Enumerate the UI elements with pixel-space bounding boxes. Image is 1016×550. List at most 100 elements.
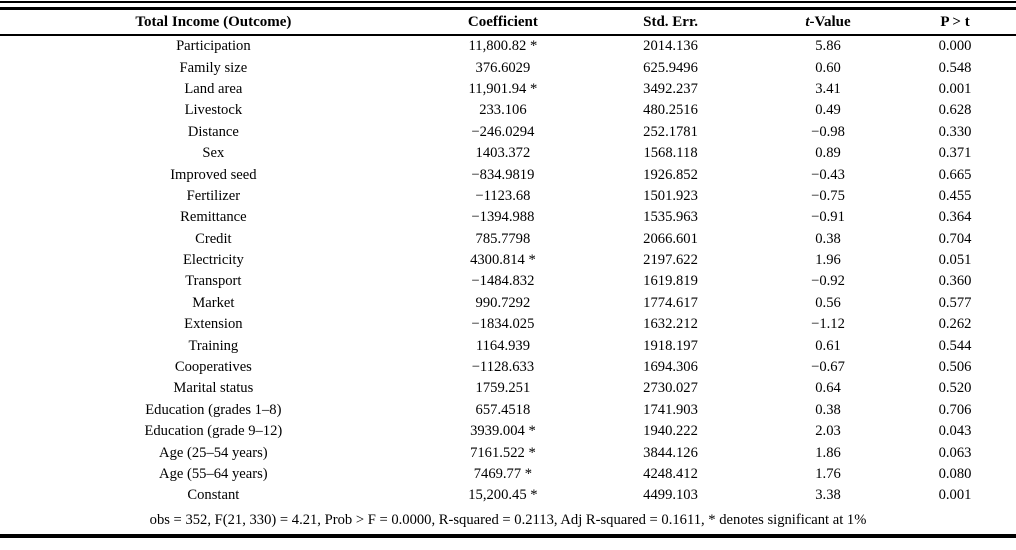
cell-label: Improved seed [170, 166, 257, 183]
cell-coefficient: −246.0294 [471, 123, 535, 140]
table-row: Livestock 233.106 480.2516 0.49 0.628 [0, 100, 1016, 121]
cell-p-value: 0.000 [938, 38, 972, 55]
cell-label: Family size [179, 59, 248, 76]
cell-label: Fertilizer [186, 187, 241, 204]
cell-label: Remittance [180, 209, 247, 226]
table-row: Electricity 4300.814 * 2197.622 1.96 0.051 [0, 250, 1016, 271]
cell-std-err: 1535.963 [643, 209, 698, 226]
header-row: Total Income (Outcome) Coefficient Std. … [0, 8, 1016, 36]
cell-coefficient: 1164.939 [475, 337, 530, 354]
cell-label: Land area [184, 80, 243, 97]
column-header-p-value: P > t [894, 8, 1016, 36]
cell-t-value: −1.12 [811, 316, 845, 333]
cell-std-err: 4248.412 [643, 466, 698, 482]
cell-std-err: 1632.212 [643, 316, 698, 333]
table-row: Family size 376.6029 625.9496 0.60 0.548 [0, 57, 1016, 78]
cell-coefficient: −1123.68 [475, 187, 531, 204]
cell-t-value: −0.92 [811, 273, 845, 290]
cell-label: Age (55–64 years) [159, 466, 268, 482]
cell-t-value: 1.76 [815, 466, 841, 482]
cell-p-value: 0.330 [938, 123, 972, 140]
table-row: Cooperatives −1128.633 1694.306 −0.67 0.506 [0, 357, 1016, 378]
cell-label: Sex [202, 145, 225, 162]
cell-p-value: 0.704 [938, 230, 972, 247]
table-row: Age (55–64 years) 7469.77 * 4248.412 1.76 0.… [0, 464, 1016, 485]
table-row: Land area 11,901.94 * 3492.237 3.41 0.001 [0, 79, 1016, 100]
cell-std-err: 480.2516 [643, 102, 698, 119]
cell-coefficient: 11,800.82 * [468, 38, 538, 55]
cell-label: Education (grades 1–8) [145, 401, 282, 418]
cell-t-value: 0.38 [815, 230, 841, 247]
cell-p-value: 0.577 [938, 294, 972, 311]
cell-coefficient: −1834.025 [471, 316, 535, 333]
column-header-t-value: t-Value [761, 8, 895, 36]
table-row: Transport −1484.832 1619.819 −0.92 0.360 [0, 271, 1016, 292]
table-row: Extension −1834.025 1632.212 −1.12 0.262 [0, 314, 1016, 335]
table-row: Age (25–54 years) 7161.522 * 3844.126 1.86 0… [0, 442, 1016, 463]
cell-coefficient: 7161.522 * [470, 444, 536, 461]
cell-coefficient: 15,200.45 * [468, 487, 538, 504]
t-value-italic-part: t [805, 13, 810, 30]
cell-std-err: 1926.852 [643, 166, 698, 183]
cell-p-value: 0.001 [938, 487, 972, 504]
cell-p-value: 0.262 [938, 316, 972, 333]
cell-label: Extension [184, 316, 243, 333]
cell-coefficient: 657.4518 [475, 401, 531, 418]
cell-t-value: 3.41 [815, 80, 841, 97]
table-row: Market 990.7292 1774.617 0.56 0.577 [0, 293, 1016, 314]
table-row: Training 1164.939 1918.197 0.61 0.544 [0, 335, 1016, 356]
cell-coefficient: 233.106 [479, 102, 527, 119]
cell-p-value: 0.063 [938, 444, 972, 461]
cell-coefficient: −1484.832 [471, 273, 535, 290]
cell-t-value: 1.96 [815, 252, 841, 269]
cell-label: Age (25–54 years) [159, 444, 268, 461]
cell-t-value: 0.49 [815, 102, 841, 119]
cell-coefficient: 990.7292 [475, 294, 531, 311]
cell-std-err: 1694.306 [643, 359, 698, 376]
table-row: Sex 1403.372 1568.118 0.89 0.371 [0, 143, 1016, 164]
footnote-row: obs = 352, F(21, 330) = 4.21, Prob > F =… [0, 507, 1016, 536]
cell-t-value: 0.38 [815, 401, 841, 418]
cell-p-value: 0.628 [938, 102, 972, 119]
cell-label: Education (grade 9–12) [144, 423, 283, 440]
cell-std-err: 1940.222 [643, 423, 698, 440]
cell-std-err: 2730.027 [643, 380, 698, 397]
cell-p-value: 0.371 [938, 145, 972, 162]
cell-coefficient: 3939.004 * [470, 423, 536, 440]
cell-p-value: 0.520 [938, 380, 972, 397]
cell-label: Marital status [173, 380, 254, 397]
cell-coefficient: 11,901.94 * [468, 80, 538, 97]
cell-std-err: 1568.118 [643, 145, 698, 162]
cell-t-value: 5.86 [815, 38, 841, 55]
cell-p-value: 0.506 [938, 359, 972, 376]
table-footer: obs = 352, F(21, 330) = 4.21, Prob > F =… [0, 507, 1016, 536]
footnote: obs = 352, F(21, 330) = 4.21, Prob > F =… [149, 511, 867, 528]
cell-p-value: 0.360 [938, 273, 972, 290]
cell-std-err: 2014.136 [643, 38, 698, 55]
cell-p-value: 0.548 [938, 59, 972, 76]
table-row: Marital status 1759.251 2730.027 0.64 0.520 [0, 378, 1016, 399]
cell-label: Distance [187, 123, 239, 140]
table-row: Constant 15,200.45 * 4499.103 3.38 0.001 [0, 485, 1016, 506]
cell-std-err: 3492.237 [643, 80, 698, 97]
cell-p-value: 0.455 [938, 187, 972, 204]
cell-label: Market [192, 294, 235, 311]
cell-std-err: 1774.617 [643, 294, 698, 311]
column-header-std-err: Std. Err. [579, 8, 762, 36]
cell-coefficient: −834.9819 [471, 166, 535, 183]
cell-std-err: 625.9496 [643, 59, 698, 76]
cell-label: Cooperatives [174, 359, 252, 376]
cell-label: Electricity [182, 252, 244, 269]
cell-coefficient: 4300.814 * [470, 252, 536, 269]
table-row: Distance −246.0294 252.1781 −0.98 0.330 [0, 122, 1016, 143]
cell-std-err: 252.1781 [643, 123, 698, 140]
cell-std-err: 4499.103 [643, 487, 698, 504]
cell-p-value: 0.364 [938, 209, 972, 226]
cell-label: Training [188, 337, 239, 354]
cell-t-value: 0.61 [815, 337, 841, 354]
cell-std-err: 1741.903 [643, 401, 698, 418]
column-header-outcome: Total Income (Outcome) [0, 8, 427, 36]
cell-p-value: 0.001 [938, 80, 972, 97]
cell-label: Participation [176, 38, 251, 55]
cell-t-value: 0.89 [815, 145, 841, 162]
